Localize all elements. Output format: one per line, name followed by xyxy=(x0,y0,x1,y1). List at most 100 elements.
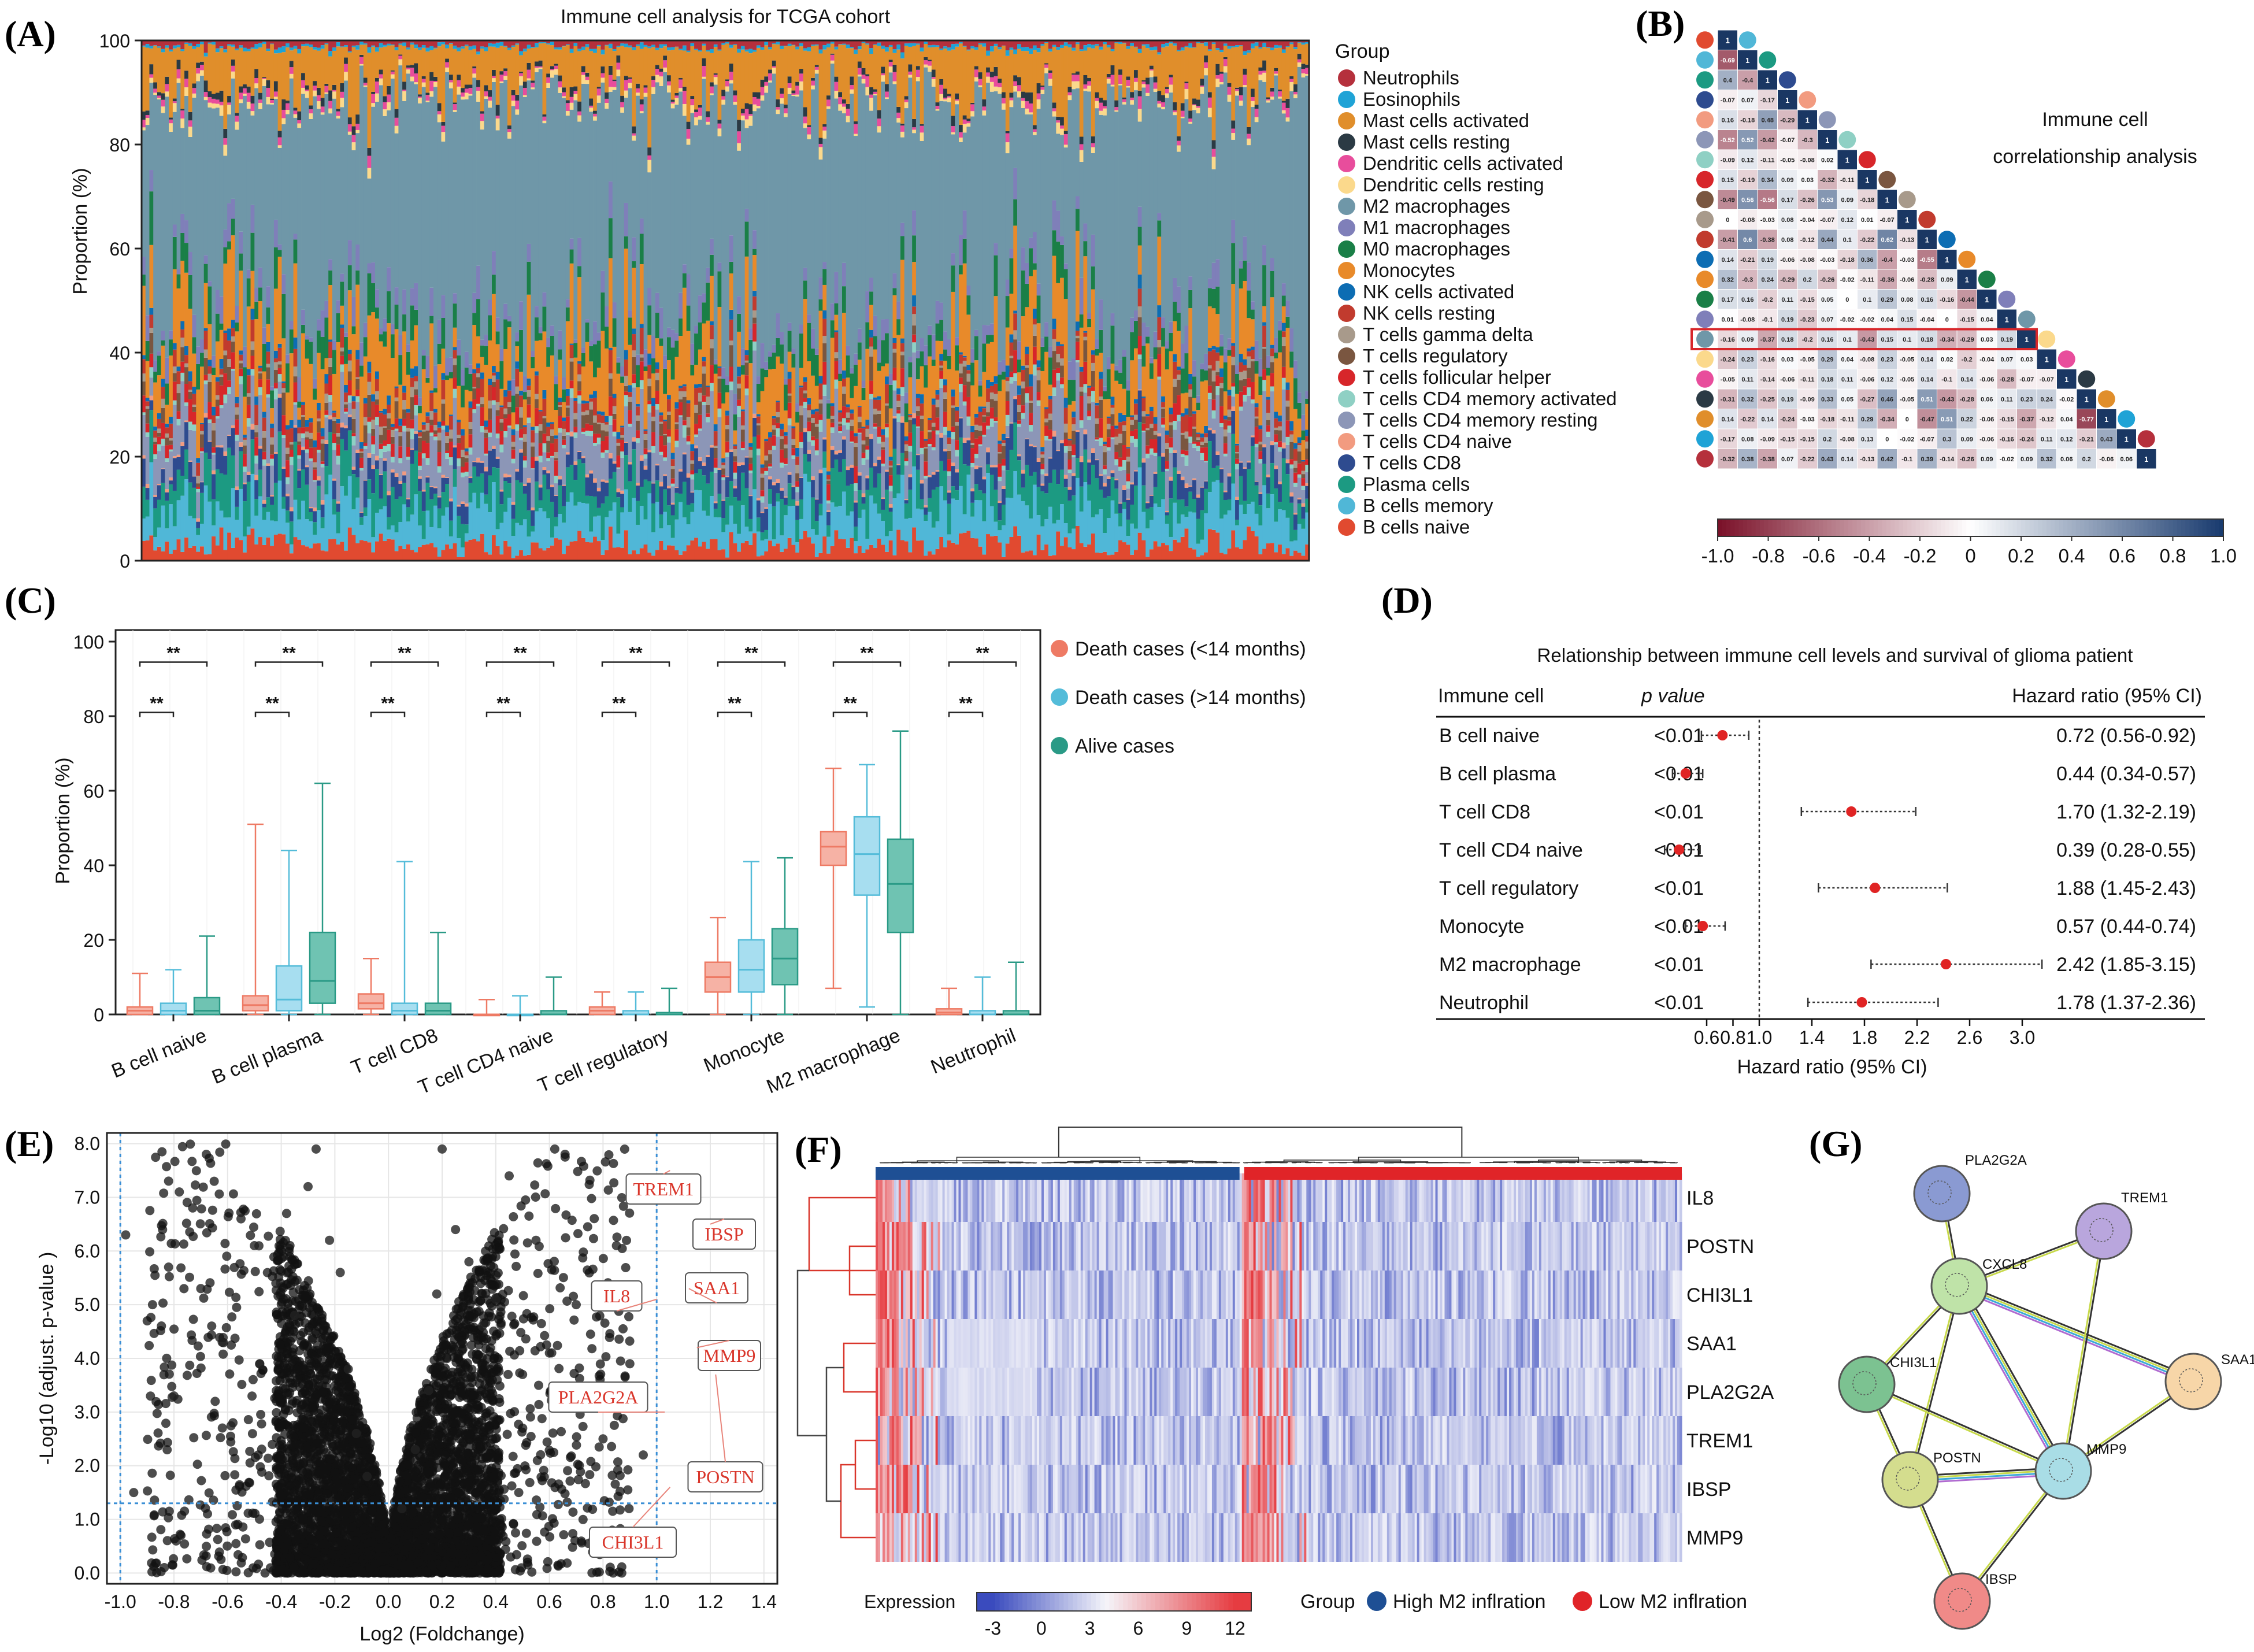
bar-segment xyxy=(239,45,243,48)
bar-segment xyxy=(464,541,469,561)
bar-segment xyxy=(320,464,325,468)
bar-segment xyxy=(153,508,158,537)
bar-segment xyxy=(744,457,749,488)
bar-segment xyxy=(387,405,391,413)
bar-segment xyxy=(729,261,733,274)
bar-segment xyxy=(286,453,290,461)
bar-segment xyxy=(476,90,481,102)
bar-segment xyxy=(223,330,228,333)
bar-segment xyxy=(908,414,913,418)
bar-segment xyxy=(196,73,201,82)
bar-segment xyxy=(402,425,407,432)
bar-segment xyxy=(332,434,337,443)
bar-segment xyxy=(861,497,866,504)
bar-segment xyxy=(332,340,337,350)
bar-segment xyxy=(492,375,496,383)
bar-segment xyxy=(772,446,776,450)
bar-segment xyxy=(632,441,636,450)
bar-segment xyxy=(243,367,247,397)
bar-segment xyxy=(888,384,893,409)
bar-segment xyxy=(881,509,885,521)
bar-segment xyxy=(243,84,247,88)
bar-segment xyxy=(565,388,570,396)
bar-segment xyxy=(686,505,691,525)
bar-segment xyxy=(180,109,185,111)
bar-segment xyxy=(989,399,994,408)
bar-segment xyxy=(624,202,629,236)
bar-segment xyxy=(807,537,811,561)
bar-segment xyxy=(998,361,1002,375)
bar-segment xyxy=(200,353,205,367)
bar-segment xyxy=(962,438,967,443)
bar-segment xyxy=(596,434,601,438)
bar-segment xyxy=(589,105,594,108)
bar-segment xyxy=(962,46,967,116)
bar-segment xyxy=(920,351,924,366)
bar-segment xyxy=(223,451,228,456)
bar-segment xyxy=(149,74,154,78)
bar-segment xyxy=(624,391,629,395)
bar-segment xyxy=(359,365,364,377)
bar-segment xyxy=(281,383,286,388)
panel-label-b: (B) xyxy=(1636,3,1685,44)
bar-segment xyxy=(1005,296,1010,328)
bar-segment xyxy=(1013,399,1018,423)
bar-segment xyxy=(464,84,469,89)
bar-segment xyxy=(928,439,932,445)
bar-segment xyxy=(359,540,364,561)
bar-segment xyxy=(803,381,807,391)
bar-segment xyxy=(402,475,407,483)
bar-segment xyxy=(522,392,527,400)
bar-segment xyxy=(522,460,527,468)
bar-segment xyxy=(682,90,687,104)
bar-segment xyxy=(527,45,531,49)
bar-segment xyxy=(569,358,574,362)
bar-segment xyxy=(947,540,951,561)
bar-segment xyxy=(246,306,251,369)
bar-segment xyxy=(203,100,208,255)
bar-segment xyxy=(814,455,819,499)
bar-segment xyxy=(239,103,243,232)
bar-segment xyxy=(624,40,629,44)
bar-segment xyxy=(679,79,683,88)
bar-segment xyxy=(359,524,364,540)
bar-segment xyxy=(846,466,850,471)
bar-segment xyxy=(628,385,632,392)
bar-segment xyxy=(912,466,917,528)
bar-segment xyxy=(347,354,352,361)
bar-segment xyxy=(620,438,625,440)
bar-segment xyxy=(830,432,835,447)
bar-segment xyxy=(433,440,438,487)
bar-segment xyxy=(461,503,465,524)
bar-segment xyxy=(243,482,247,484)
bar-segment xyxy=(795,456,800,465)
bar-segment xyxy=(476,299,481,336)
bar-segment xyxy=(246,534,251,561)
bar-segment xyxy=(787,393,792,396)
bar-segment xyxy=(200,366,205,423)
bar-segment xyxy=(713,360,718,365)
bar-segment xyxy=(717,40,722,50)
bar-segment xyxy=(503,414,508,418)
bar-segment xyxy=(379,509,383,534)
bar-segment xyxy=(748,49,753,54)
bar-segment xyxy=(869,277,874,292)
bar-segment xyxy=(877,40,881,43)
bar-segment xyxy=(935,102,940,106)
bar-segment xyxy=(414,376,418,381)
bar-segment xyxy=(772,418,776,425)
bar-segment xyxy=(710,86,714,94)
bar-segment xyxy=(550,435,555,444)
bar-segment xyxy=(834,49,839,77)
bar-segment xyxy=(581,503,585,538)
bar-segment xyxy=(854,553,858,561)
bar-segment xyxy=(900,355,905,369)
bar-segment xyxy=(573,46,578,87)
bar-segment xyxy=(721,458,726,463)
bar-segment xyxy=(744,221,749,257)
bar-segment xyxy=(243,47,247,51)
bar-segment xyxy=(289,457,294,465)
bar-segment xyxy=(970,516,975,538)
bar-segment xyxy=(277,47,282,53)
bar-segment xyxy=(900,453,905,475)
